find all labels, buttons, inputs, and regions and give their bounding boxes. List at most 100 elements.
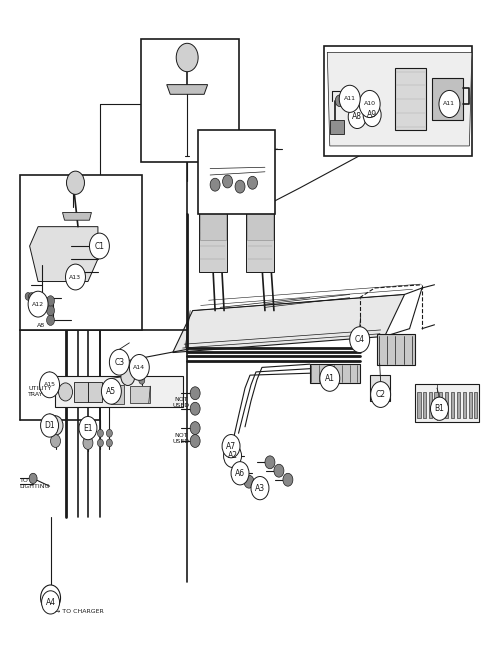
Bar bbox=[54, 377, 183, 408]
Bar bbox=[468, 392, 471, 418]
Text: A2: A2 bbox=[228, 452, 237, 461]
Circle shape bbox=[83, 437, 93, 450]
Bar bbox=[20, 175, 142, 330]
Bar bbox=[310, 364, 360, 383]
Text: B1: B1 bbox=[434, 404, 444, 413]
Circle shape bbox=[439, 91, 460, 118]
Text: A11: A11 bbox=[444, 102, 456, 107]
Bar bbox=[417, 392, 420, 418]
Circle shape bbox=[222, 175, 232, 188]
Circle shape bbox=[235, 180, 245, 193]
Circle shape bbox=[235, 467, 245, 479]
Text: A13: A13 bbox=[70, 274, 82, 280]
Circle shape bbox=[130, 355, 150, 380]
Bar bbox=[457, 392, 460, 418]
Bar bbox=[136, 362, 147, 373]
Bar bbox=[198, 130, 275, 214]
Bar bbox=[377, 334, 414, 366]
Bar bbox=[414, 384, 480, 422]
Circle shape bbox=[139, 377, 145, 384]
Circle shape bbox=[190, 387, 200, 400]
Circle shape bbox=[25, 292, 31, 300]
Circle shape bbox=[190, 435, 200, 448]
Circle shape bbox=[320, 366, 340, 391]
Circle shape bbox=[251, 476, 269, 499]
Circle shape bbox=[46, 315, 54, 325]
Circle shape bbox=[363, 104, 381, 127]
Bar bbox=[451, 392, 454, 418]
Circle shape bbox=[40, 414, 58, 437]
Circle shape bbox=[106, 430, 112, 437]
Circle shape bbox=[210, 178, 220, 191]
Circle shape bbox=[342, 87, 351, 98]
Text: A14: A14 bbox=[133, 365, 145, 370]
Bar bbox=[474, 392, 478, 418]
Circle shape bbox=[359, 91, 380, 118]
Text: C1: C1 bbox=[94, 241, 104, 250]
Bar bbox=[446, 392, 448, 418]
Circle shape bbox=[46, 296, 54, 306]
Bar bbox=[434, 392, 438, 418]
Circle shape bbox=[66, 264, 86, 290]
Circle shape bbox=[139, 372, 145, 380]
Text: A3: A3 bbox=[255, 483, 265, 492]
Circle shape bbox=[121, 367, 135, 386]
Circle shape bbox=[248, 176, 258, 189]
Circle shape bbox=[274, 465, 284, 477]
Circle shape bbox=[58, 383, 72, 401]
Bar bbox=[247, 143, 273, 239]
Circle shape bbox=[48, 416, 63, 435]
Text: A5: A5 bbox=[106, 387, 117, 396]
Circle shape bbox=[348, 105, 366, 129]
Bar bbox=[370, 375, 390, 401]
Text: A6: A6 bbox=[235, 469, 245, 477]
Circle shape bbox=[66, 171, 84, 194]
Bar bbox=[112, 386, 124, 404]
Circle shape bbox=[50, 435, 60, 448]
Bar bbox=[462, 392, 466, 418]
Text: E1: E1 bbox=[83, 424, 92, 433]
Circle shape bbox=[40, 585, 60, 611]
Circle shape bbox=[336, 95, 344, 107]
Text: C3: C3 bbox=[114, 358, 124, 367]
Bar bbox=[440, 392, 442, 418]
Text: C2: C2 bbox=[376, 390, 386, 399]
Bar bbox=[428, 392, 432, 418]
Circle shape bbox=[222, 435, 240, 458]
Text: A8: A8 bbox=[352, 113, 362, 122]
Bar bbox=[198, 156, 226, 272]
Circle shape bbox=[98, 430, 103, 437]
Text: A9: A9 bbox=[367, 111, 377, 120]
Circle shape bbox=[42, 591, 60, 614]
Circle shape bbox=[90, 233, 110, 259]
Polygon shape bbox=[328, 52, 472, 146]
Bar bbox=[330, 120, 344, 135]
Text: A15: A15 bbox=[44, 382, 56, 388]
Circle shape bbox=[430, 397, 448, 421]
Bar bbox=[423, 392, 426, 418]
Text: A8: A8 bbox=[36, 323, 44, 328]
Circle shape bbox=[32, 292, 38, 300]
Circle shape bbox=[350, 327, 370, 353]
Bar bbox=[142, 39, 238, 162]
Circle shape bbox=[80, 419, 96, 438]
Circle shape bbox=[244, 475, 254, 488]
Text: A4: A4 bbox=[46, 598, 56, 607]
Circle shape bbox=[226, 450, 236, 463]
Circle shape bbox=[190, 402, 200, 415]
Text: NOT
USED: NOT USED bbox=[172, 433, 190, 444]
Polygon shape bbox=[166, 85, 207, 94]
Circle shape bbox=[106, 439, 112, 447]
Circle shape bbox=[110, 349, 130, 375]
Text: A10: A10 bbox=[364, 102, 376, 107]
Bar bbox=[394, 69, 426, 130]
Circle shape bbox=[224, 444, 242, 468]
Bar bbox=[324, 46, 472, 156]
Circle shape bbox=[351, 95, 360, 107]
Circle shape bbox=[28, 292, 34, 300]
Polygon shape bbox=[172, 294, 404, 353]
Circle shape bbox=[176, 43, 198, 72]
Circle shape bbox=[231, 462, 249, 485]
Text: → TO CHARGER: → TO CHARGER bbox=[54, 609, 104, 614]
Text: D1: D1 bbox=[44, 421, 55, 430]
